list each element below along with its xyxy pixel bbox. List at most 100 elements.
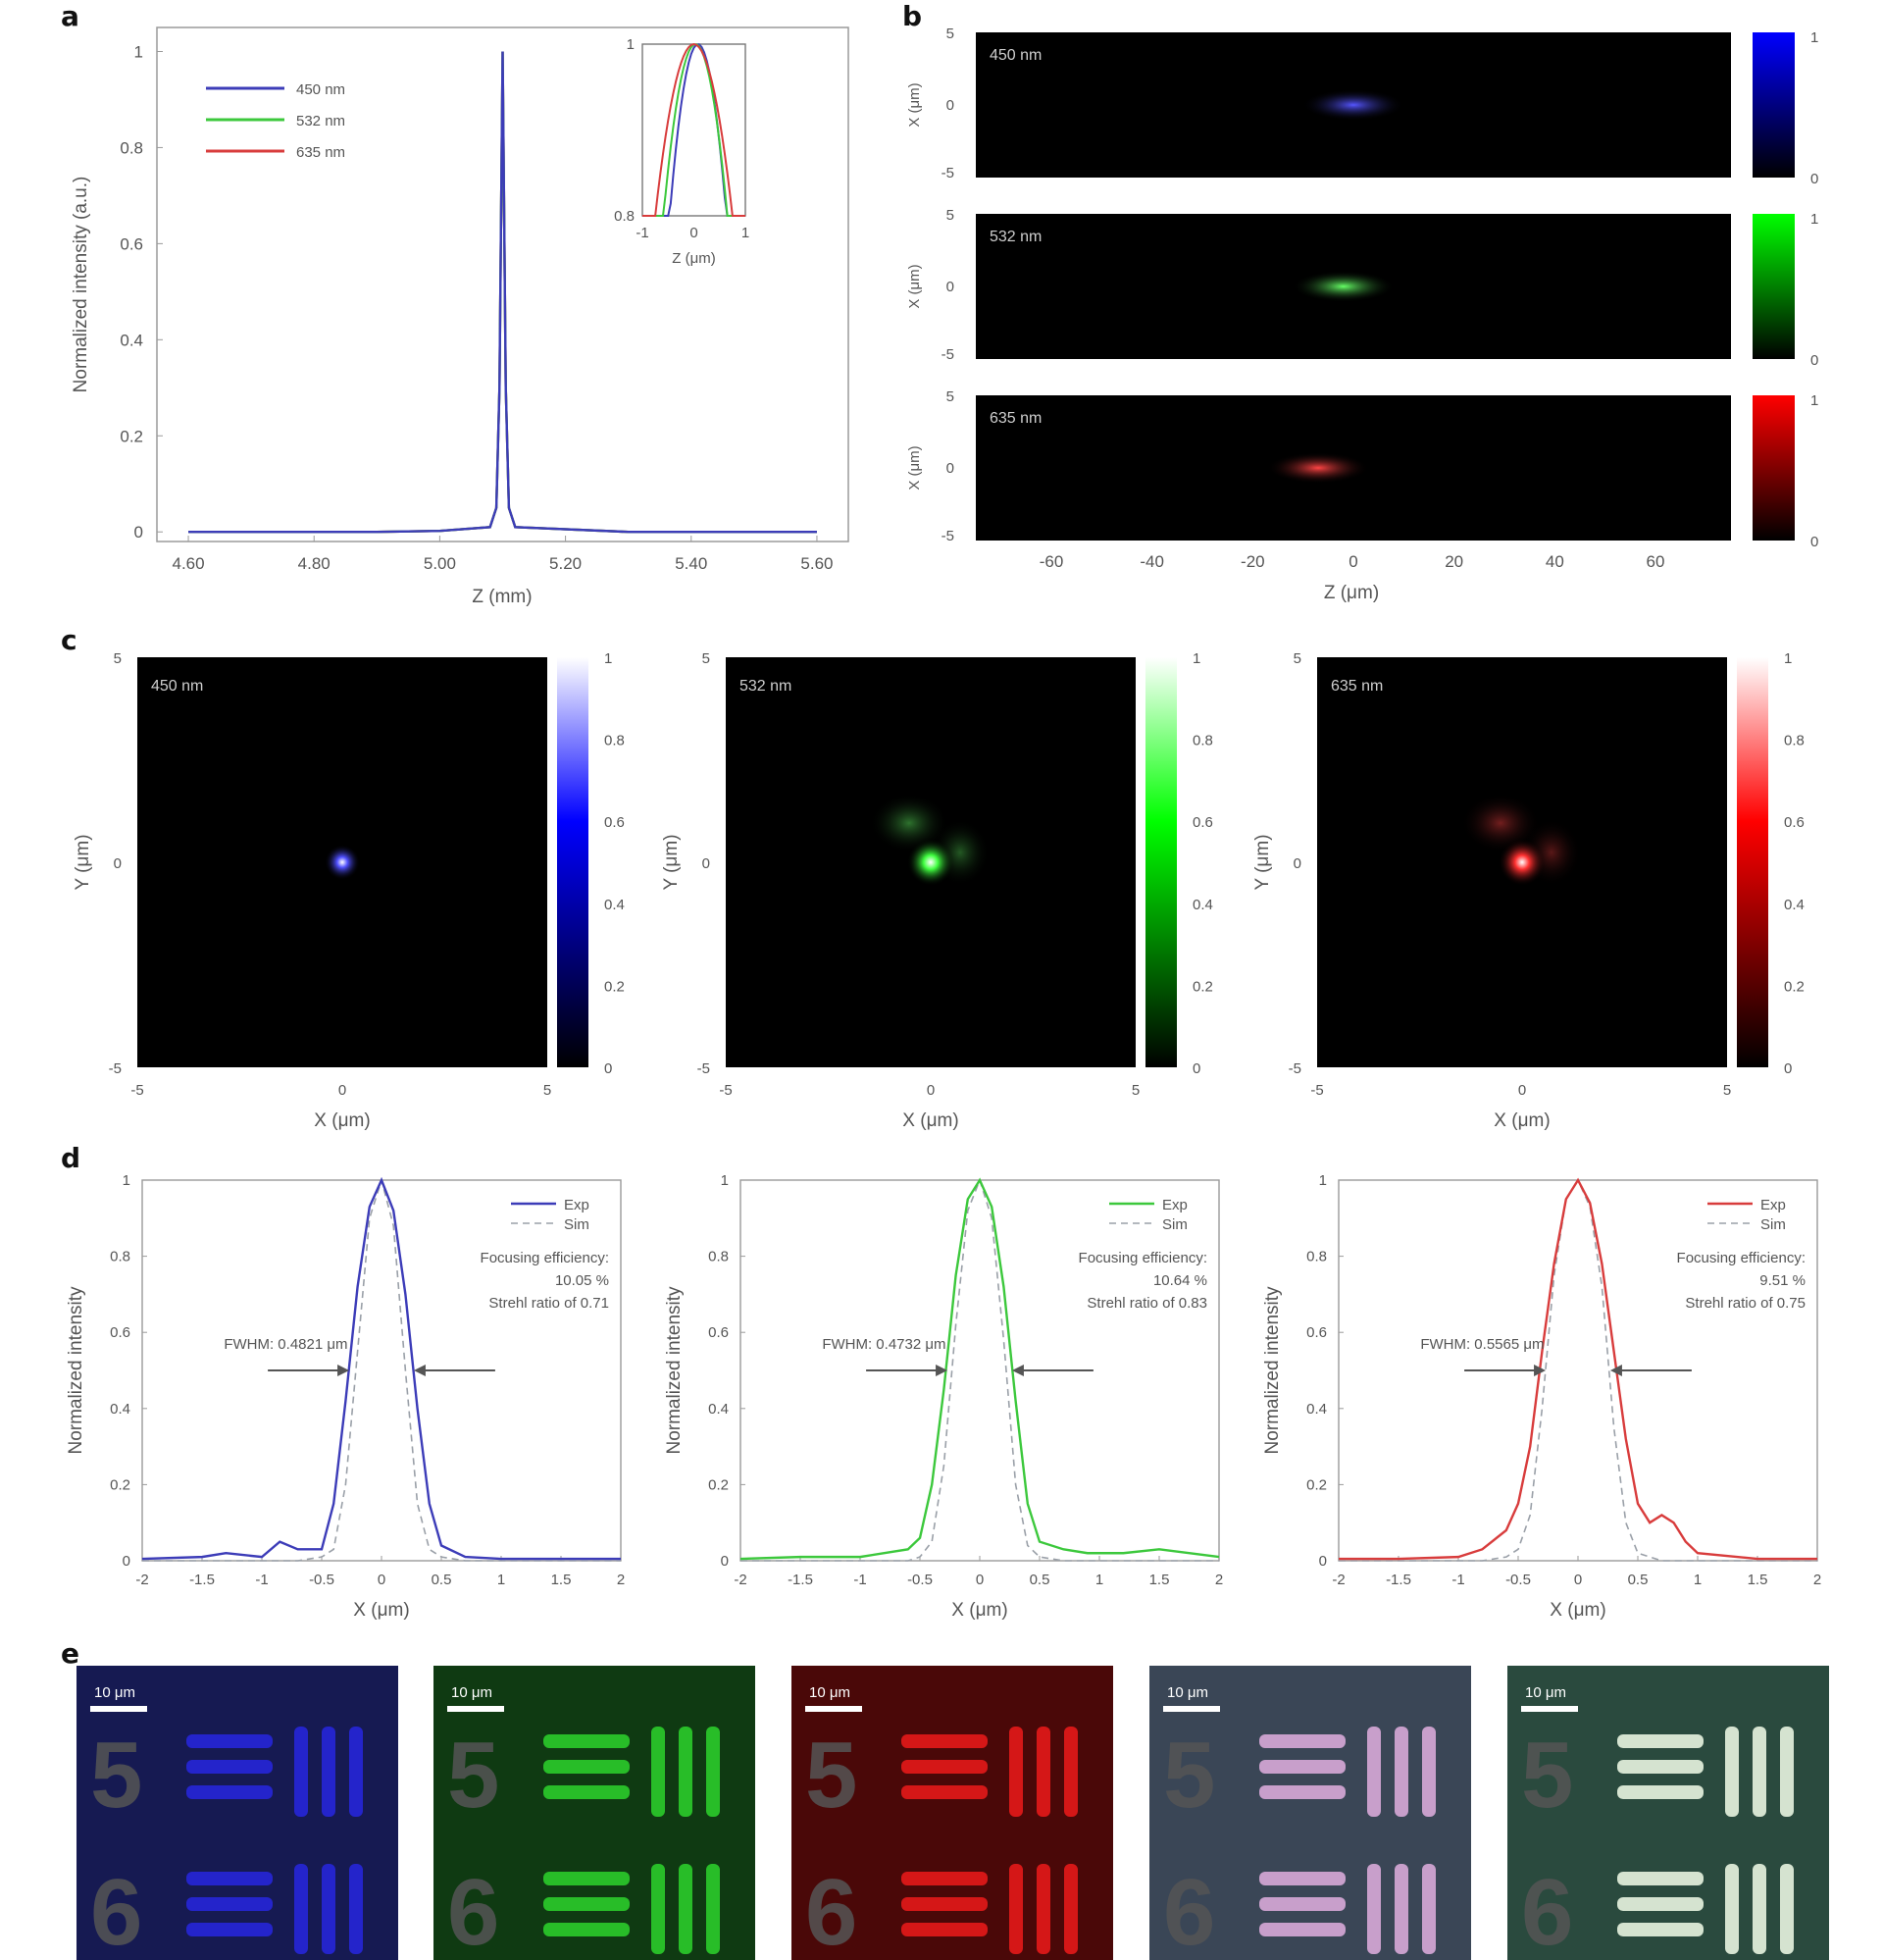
panel-b-focal-spot-2 <box>1267 452 1370 484</box>
panel-c-ytick-label: 5 <box>114 650 122 667</box>
panel-c-colorbar-tick: 0.4 <box>1193 897 1213 913</box>
panel-e-vbar <box>1064 1864 1078 1954</box>
panel-b-ytick-label: -5 <box>942 346 954 363</box>
panel-e-scalebar-label: 10 μm <box>1525 1684 1566 1701</box>
panel-e-hbar <box>1259 1734 1346 1748</box>
panel-a-frame <box>156 26 849 542</box>
panel-d-fwhm-arrowhead-left <box>936 1365 948 1376</box>
panel-b-xtick-label: -40 <box>1140 552 1164 571</box>
panel-c-focal-spot-1 <box>907 839 954 886</box>
panel-c-ylabel: Y (μm) <box>661 834 682 890</box>
panel-e-hbar <box>186 1923 273 1936</box>
panel-d-ylabel: Normalized intensity <box>664 1286 685 1455</box>
panel-b-xtick-label: -20 <box>1241 552 1265 571</box>
panel-a-inset-ytick: 0.8 <box>614 208 635 225</box>
panel-b-colorbar-max: 1 <box>1810 392 1818 409</box>
panel-e-hbar <box>543 1734 630 1748</box>
panel-d-xtick-label: 1.5 <box>1748 1572 1768 1588</box>
panel-e-glyph: 5 <box>805 1723 857 1828</box>
panel-a-xtick-label: 5.40 <box>675 554 707 573</box>
panel-d-ytick-label: 0.4 <box>1306 1401 1327 1418</box>
panel-c-ytick-label: 0 <box>114 855 122 872</box>
panel-d-xtick-label: 2 <box>1813 1572 1821 1588</box>
panel-d-xtick-label: -2 <box>135 1572 148 1588</box>
panel-a-inset: -1 0 1 0.8 1 Z (μm) <box>614 36 749 267</box>
panel-c-image-label: 635 nm <box>1331 678 1383 695</box>
panel-d-xtick-label: 1.5 <box>551 1572 572 1588</box>
panel-a-ytick-label: 0.4 <box>120 331 143 349</box>
panel-d-ytick-label: 0.2 <box>1306 1476 1327 1493</box>
panel-d-frame-2 <box>1338 1179 1818 1562</box>
panel-c-xtick-label: 0 <box>1518 1082 1526 1099</box>
panel-c-colorbar-tick: 0.6 <box>1193 814 1213 831</box>
panel-b-image-label: 532 nm <box>990 229 1042 245</box>
panel-d-ytick-label: 0.6 <box>708 1324 729 1341</box>
panel-b-colorbar-min: 0 <box>1810 171 1818 187</box>
panel-a-ytick-label: 0.6 <box>120 234 143 253</box>
panel-b-focal-spot-1 <box>1292 271 1395 302</box>
panel-e-hbar <box>186 1897 273 1911</box>
panel-d-fwhm-arrowhead-right <box>1609 1365 1622 1376</box>
panel-b-ytick-label: 5 <box>946 388 954 405</box>
panel-d-xtick-label: -0.5 <box>309 1572 334 1588</box>
panel-a-ytick-label: 0.8 <box>120 138 143 157</box>
panel-e-vbar <box>1037 1727 1050 1817</box>
panel-c-colorbar-tick: 0.6 <box>604 814 625 831</box>
panel-c-colorbar-tick: 0.4 <box>604 897 625 913</box>
panel-d-ytick-label: 0 <box>123 1553 130 1570</box>
panel-b-ytick-label: 0 <box>946 97 954 114</box>
panel-e-glyph: 6 <box>447 1860 499 1960</box>
panel-c-colorbar-tick: 0.8 <box>1784 733 1805 749</box>
panel-e-hbar <box>1259 1923 1346 1936</box>
panel-e-hbar <box>186 1734 273 1748</box>
panel-d-xtick-label: 0 <box>976 1572 984 1588</box>
panel-e-images: 10 μm 5 6 10 μm 5 6 10 μm 5 6 10 μm 5 6 10 μm 5 6 <box>76 1666 1829 1960</box>
panel-e-hbar <box>1259 1872 1346 1885</box>
panel-d-fwhm-label: FWHM: 0.4732 μm <box>822 1336 945 1353</box>
panel-e-vbar <box>1725 1864 1739 1954</box>
panel-d-frame-0 <box>141 1179 622 1562</box>
panel-b-xtick-label: 60 <box>1647 552 1665 571</box>
panel-d-efficiency-text: Strehl ratio of 0.83 <box>1087 1295 1207 1312</box>
panel-d-xtick-label: 0.5 <box>1628 1572 1649 1588</box>
panel-d-ytick-label: 0 <box>721 1553 729 1570</box>
panel-c-colorbar-tick: 1 <box>1784 650 1792 667</box>
panel-c-ytick-label: 0 <box>702 855 710 872</box>
panel-e-vbar <box>294 1727 308 1817</box>
panel-e-hbar <box>543 1872 630 1885</box>
panel-a-xtick-label: 5.60 <box>800 554 833 573</box>
panel-e-hbar <box>1259 1760 1346 1774</box>
panel-d-xtick-label: 1 <box>1694 1572 1702 1588</box>
panel-c-xtick-label: -5 <box>130 1082 143 1099</box>
panel-b-focal-spot-0 <box>1302 89 1404 121</box>
panel-d-legend-exp: Exp <box>1162 1197 1188 1213</box>
panel-e-vbar <box>706 1864 720 1954</box>
panel-e-vbar <box>294 1864 308 1954</box>
panel-d-xtick-label: -0.5 <box>907 1572 933 1588</box>
panel-c-colorbar-tick: 0.2 <box>1784 978 1805 995</box>
panel-a-ytick-label: 0.2 <box>120 427 143 445</box>
panel-b-ytick-label: 5 <box>946 26 954 42</box>
panel-letter-a: a <box>61 0 79 32</box>
panel-c-heatmaps: 450 nm 1 0.8 0.6 0.4 0.2 0 -5 0 5 5 0 -5 X (μm) Y (μm)… <box>73 650 1805 1131</box>
panel-d-xtick-label: 1 <box>497 1572 505 1588</box>
panel-d-xtick-label: -1 <box>1451 1572 1464 1588</box>
panel-d-efficiency-text: Focusing efficiency: <box>1079 1250 1207 1266</box>
panel-d-legend-exp: Exp <box>1760 1197 1786 1213</box>
panel-c-colorbar-tick: 1 <box>604 650 612 667</box>
panel-d-xtick-label: -1 <box>255 1572 268 1588</box>
panel-d-ytick-label: 0.4 <box>708 1401 729 1418</box>
panel-d-fwhm-label: FWHM: 0.4821 μm <box>224 1336 347 1353</box>
panel-c-xtick-label: 5 <box>1132 1082 1140 1099</box>
panel-c-colorbar-tick: 0 <box>1784 1060 1792 1077</box>
panel-d-xlabel: X (μm) <box>353 1600 409 1621</box>
panel-letter-d: d <box>61 1142 80 1174</box>
panel-e-hbar <box>901 1785 988 1799</box>
panel-a-legend: 450 nm 532 nm 635 nm <box>206 81 345 161</box>
panel-b-colorbar-2 <box>1753 395 1795 541</box>
panel-letter-c: c <box>61 624 77 656</box>
panel-b-xtick-label: 20 <box>1445 552 1463 571</box>
panel-e-vbar <box>349 1864 363 1954</box>
panel-a-xtick-label: 5.00 <box>424 554 456 573</box>
